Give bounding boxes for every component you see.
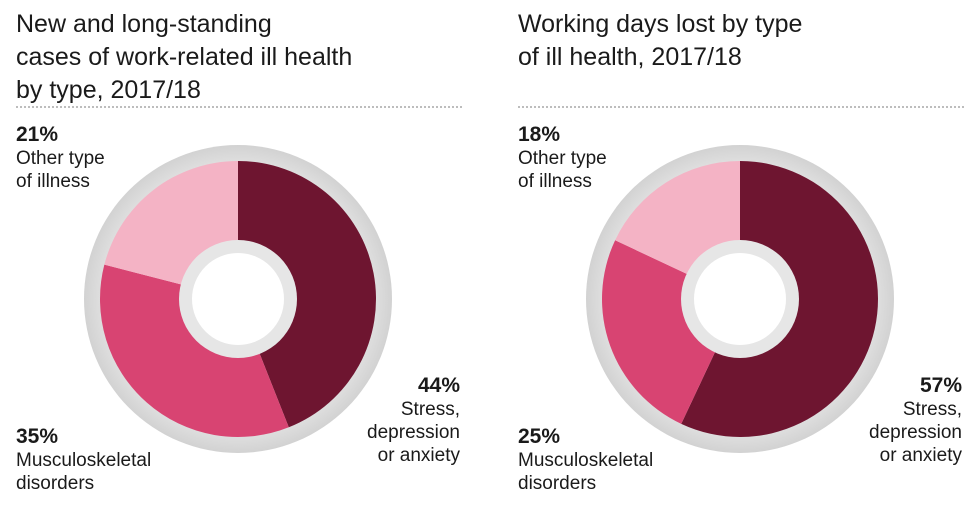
slice-value-stress: 44%: [417, 374, 460, 397]
donut-hole: [694, 253, 786, 345]
slice-value-musculoskeletal: 35%: [16, 425, 59, 448]
slice-value-musculoskeletal: 25%: [518, 425, 561, 448]
slice-label-musculoskeletal: Musculoskeletal disorders: [16, 450, 152, 494]
dotted-divider: [16, 106, 462, 108]
chart-title: Working days lost by type of ill health,…: [518, 10, 803, 71]
legend-stress: 57% Stress, depression or anxiety: [869, 373, 962, 467]
legend-stress: 44% Stress, depression or anxiety: [367, 373, 460, 467]
donut-slice: [681, 161, 879, 437]
donut-slice: [238, 161, 376, 428]
donut-chart-cases: [84, 145, 392, 453]
slice-label-stress: Stress, depression or anxiety: [367, 399, 460, 466]
donut-slice: [602, 240, 716, 424]
legend-other-illness: 21% Other type of illness: [16, 122, 105, 193]
chart-panel-days-lost: Working days lost by type of ill health,…: [516, 0, 976, 509]
slice-label-other: Other type of illness: [518, 148, 607, 192]
donut-hole: [192, 253, 284, 345]
dotted-divider: [518, 106, 964, 108]
slice-label-musculoskeletal: Musculoskeletal disorders: [518, 450, 654, 494]
chart-panel-cases: New and long-standing cases of work-rela…: [14, 0, 474, 509]
slice-value-stress: 57%: [919, 374, 962, 397]
chart-title: New and long-standing cases of work-rela…: [16, 10, 353, 104]
donut-slice: [100, 264, 289, 438]
slice-value-other: 18%: [518, 123, 561, 146]
donut-slice: [615, 161, 740, 275]
legend-other-illness: 18% Other type of illness: [518, 122, 607, 193]
legend-musculoskeletal: 35% Musculoskeletal disorders: [16, 424, 151, 495]
donut-chart-days-lost: [586, 145, 894, 453]
slice-label-other: Other type of illness: [16, 148, 105, 192]
slice-value-other: 21%: [16, 123, 59, 146]
legend-musculoskeletal: 25% Musculoskeletal disorders: [518, 424, 653, 495]
slice-label-stress: Stress, depression or anxiety: [869, 399, 962, 466]
donut-slice: [104, 161, 238, 285]
